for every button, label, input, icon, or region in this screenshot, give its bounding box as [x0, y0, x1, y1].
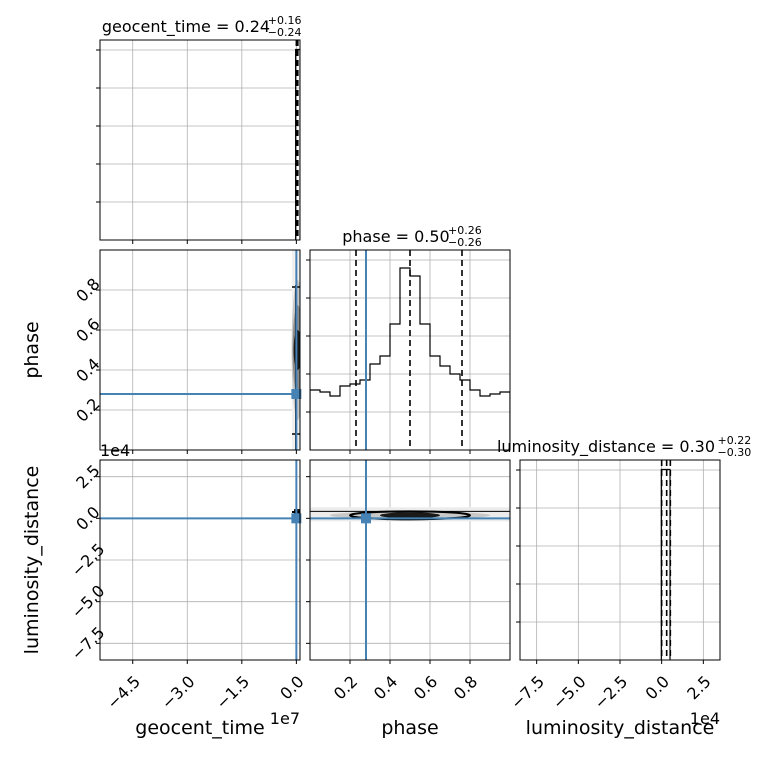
x-tick-label: −7.5	[507, 672, 548, 713]
x-tick-label: 2.5	[683, 672, 714, 703]
density-group	[100, 460, 300, 660]
title-lower-error: −0.24	[268, 26, 302, 39]
y-axis-label-luminosity_distance: luminosity_distance	[21, 466, 43, 655]
y-tick-label: 2.5	[72, 461, 103, 492]
axes-frame	[99, 39, 301, 241]
density-group	[100, 250, 300, 450]
y-tick-label: 0.6	[72, 314, 103, 345]
x-tick-label: 0.0	[642, 672, 673, 703]
x-axis-label-luminosity_distance: luminosity_distance	[526, 717, 715, 739]
axes-frame	[99, 249, 301, 451]
hist-group	[660, 460, 672, 660]
panel-hist-geocent_time: geocent_time = 0.24+0.16−0.24	[96, 14, 301, 244]
panel-hist-phase: phase = 0.50+0.26−0.26	[306, 224, 511, 454]
x-tick-label: 0.6	[410, 672, 441, 703]
x-tick-label: −1.5	[212, 672, 253, 713]
x-tick-label: 0.0	[276, 672, 307, 703]
panel-2d-phase-luminosity_distance: 0.2 0.4 0.6 0.8	[306, 459, 511, 703]
x-offset-label-geocent_time: 1e7	[270, 709, 300, 728]
y-tick-label: 0.8	[72, 274, 103, 305]
density-core	[380, 512, 440, 519]
title-upper-error: +0.22	[718, 434, 752, 447]
x-offset-label-luminosity_distance: 1e4	[690, 709, 720, 728]
x-tick-label: −2.5	[590, 672, 631, 713]
axes-frame	[99, 459, 301, 661]
panel-title-geocent_time: geocent_time = 0.24	[102, 17, 270, 37]
axes-frame	[519, 459, 721, 661]
x-tick-label: −3.0	[158, 672, 199, 713]
hist-group	[310, 250, 510, 450]
x-tick-label: −5.0	[549, 672, 590, 713]
x-tick-label: 0.2	[330, 672, 361, 703]
title-upper-error: +0.16	[268, 14, 302, 27]
x-axis-label-geocent_time: geocent_time	[135, 717, 264, 739]
y-tick-label: 0.0	[72, 503, 103, 534]
y-axis-label-phase: phase	[21, 321, 43, 378]
title-lower-error: −0.30	[718, 446, 752, 459]
panel-hist-luminosity_distance: −7.5 −5.0 −2.5 0.0 2.5 luminosity_distance = …	[497, 434, 751, 713]
hist-group	[295, 40, 300, 240]
x-axis-label-phase: phase	[381, 717, 438, 739]
panel-2d-geocent_time-phase: 0.2 0.4 0.6 0.8	[72, 249, 302, 454]
y-tick-label: 0.4	[72, 354, 103, 385]
x-tick-label: −4.5	[103, 672, 144, 713]
panel-2d-geocent_time-luminosity_distance: −4.5 −3.0 −1.5 0.0−7.5−5.0−2.50.02.5	[68, 459, 308, 713]
x-tick-label: 0.8	[450, 672, 481, 703]
panel-title-phase: phase = 0.50	[342, 227, 449, 246]
y-offset-label-luminosity_distance: 1e4	[100, 441, 130, 460]
panel-title-luminosity_distance: luminosity_distance = 0.30	[497, 437, 715, 457]
title-lower-error: −0.26	[448, 236, 482, 249]
truth-marker	[291, 513, 302, 524]
truth-marker	[361, 513, 371, 524]
truth-marker	[291, 389, 302, 399]
y-tick-label: 0.2	[72, 394, 103, 425]
title-upper-error: +0.26	[448, 224, 482, 237]
histogram-step	[660, 468, 671, 660]
axes-frame	[309, 249, 511, 451]
x-tick-label: 0.4	[370, 672, 401, 703]
axes-frame	[309, 459, 511, 661]
